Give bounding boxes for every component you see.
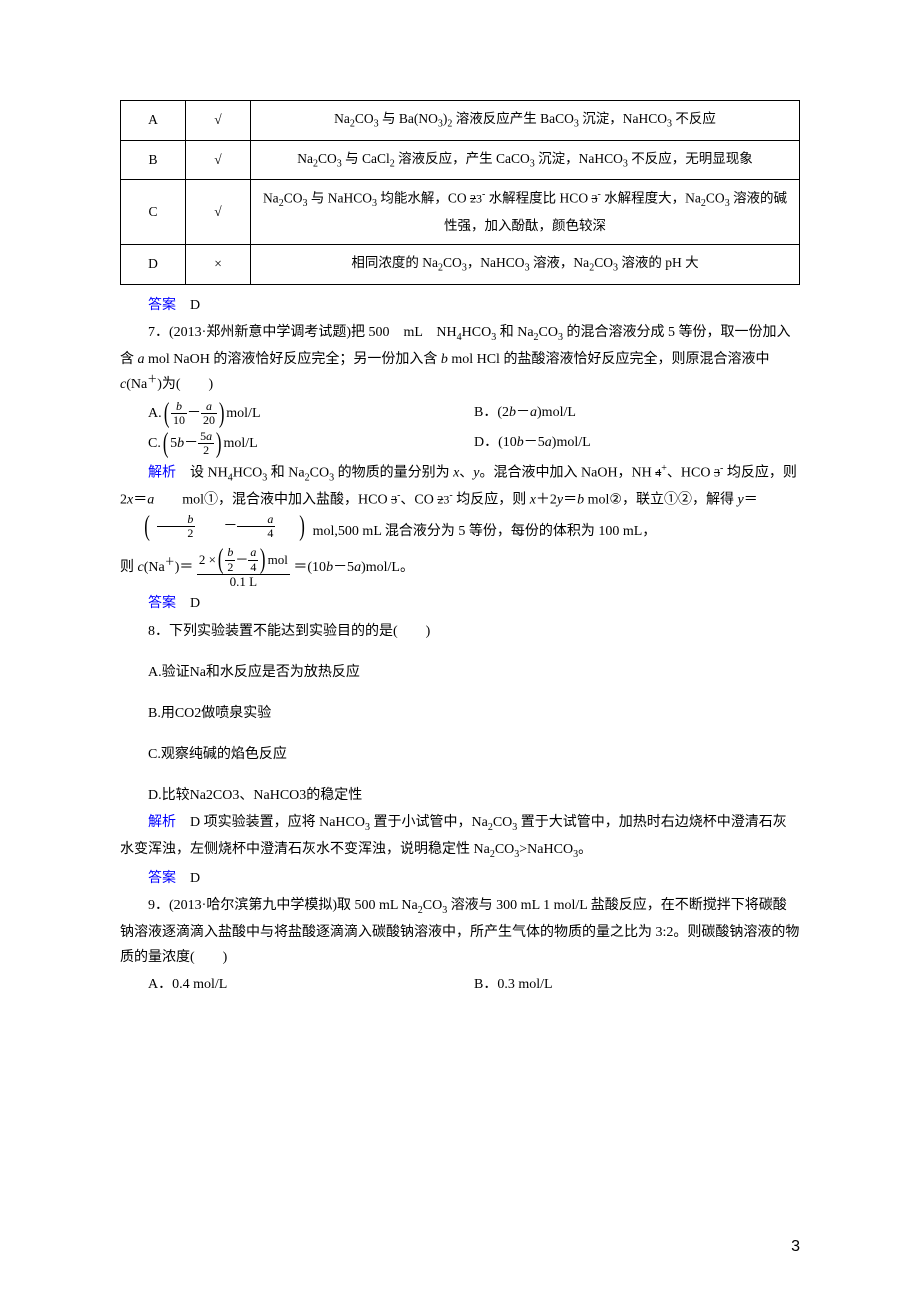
answer-value: D [190, 871, 200, 886]
q7-optD: D．(10b－5a)mol/L [474, 430, 800, 458]
page: A √ Na2CO3 与 Ba(NO3)2 溶液反应产生 BaCO3 沉淀，Na… [0, 0, 920, 1302]
answer-value: D [190, 596, 200, 611]
q7-stem: 7．(2013·郑州新意中学调考试题)把 500 mL NH4HCO3 和 Na… [120, 320, 800, 398]
q7-text: 7．(2013·郑州新意中学调考试题)把 500 mL NH4HCO3 和 Na… [120, 325, 790, 393]
q9-optA: A．0.4 mol/L [148, 972, 474, 997]
row-label: C [121, 180, 186, 244]
q8-stem: 8．下列实验装置不能达到实验目的的是( ) [120, 619, 800, 644]
row-mark: √ [186, 101, 251, 141]
q7-options-row2: C. (5b－5a2)mol/L D．(10b－5a)mol/L [148, 430, 800, 458]
answer-line: 答案 D [120, 293, 800, 318]
q9-stem: 9．(2013·哈尔滨第九中学模拟)取 500 mL Na2CO3 溶液与 30… [120, 893, 800, 970]
row-text: Na2CO3 与 NaHCO3 均能水解，CO 23- 水解程度比 HCO 3-… [251, 180, 800, 244]
answer-line: 答案 D [120, 866, 800, 891]
right-paren-icon: ) [283, 513, 305, 541]
answer-line: 答案 D [120, 591, 800, 616]
q7-optC: C. (5b－5a2)mol/L [148, 430, 474, 458]
row-mark: √ [186, 180, 251, 244]
q8-optD: D.比较Na2CO3、NaHCO3的稳定性 [120, 783, 800, 808]
q8-explanation: 解析 D 项实验装置，应将 NaHCO3 置于小试管中，Na2CO3 置于大试管… [120, 810, 800, 864]
left-paren-icon: ( [127, 513, 149, 541]
row-label: A [121, 101, 186, 141]
row-label: D [121, 244, 186, 284]
explanation-label: 解析 [148, 815, 176, 830]
q7-explanation: 解析 设 NH4HCO3 和 Na2CO3 的物质的量分别为 x、y。混合液中加… [120, 460, 800, 544]
table-row: D × 相同浓度的 Na2CO3，NaHCO3 溶液，Na2CO3 溶液的 pH… [121, 244, 800, 284]
answer-value: D [190, 298, 200, 313]
q8-optC: C.观察纯碱的焰色反应 [120, 742, 800, 767]
row-mark: √ [186, 140, 251, 180]
q7-options-row1: A. (b10－a20)mol/L B．(2b－a)mol/L [148, 400, 800, 428]
q8-optA: A.验证Na和水反应是否为放热反应 [120, 660, 800, 685]
big-fraction: 2 × (b2－a4)mol 0.1 L [197, 546, 290, 589]
row-text: Na2CO3 与 Ba(NO3)2 溶液反应产生 BaCO3 沉淀，NaHCO3… [251, 101, 800, 141]
q9-optB: B．0.3 mol/L [474, 972, 800, 997]
comparison-table: A √ Na2CO3 与 Ba(NO3)2 溶液反应产生 BaCO3 沉淀，Na… [120, 100, 800, 285]
answer-label: 答案 [148, 298, 176, 313]
explanation-label: 解析 [148, 465, 176, 480]
table-row: C √ Na2CO3 与 NaHCO3 均能水解，CO 23- 水解程度比 HC… [121, 180, 800, 244]
row-label: B [121, 140, 186, 180]
q9-options: A．0.4 mol/L B．0.3 mol/L [148, 972, 800, 997]
q7-optA: A. (b10－a20)mol/L [148, 400, 474, 428]
page-number: 3 [791, 1233, 800, 1262]
row-mark: × [186, 244, 251, 284]
row-text: 相同浓度的 Na2CO3，NaHCO3 溶液，Na2CO3 溶液的 pH 大 [251, 244, 800, 284]
row-text: Na2CO3 与 CaCl2 溶液反应，产生 CaCO3 沉淀，NaHCO3 不… [251, 140, 800, 180]
q7-explanation-line2: 则 c(Na＋)＝ 2 × (b2－a4)mol 0.1 L ＝(10b－5a)… [120, 546, 800, 589]
answer-label: 答案 [148, 871, 176, 886]
q8-optB: B.用CO2做喷泉实验 [120, 701, 800, 726]
table-row: B √ Na2CO3 与 CaCl2 溶液反应，产生 CaCO3 沉淀，NaHC… [121, 140, 800, 180]
q7-optB: B．(2b－a)mol/L [474, 400, 800, 428]
left-paren-icon: ( [163, 430, 169, 458]
right-paren-icon: ) [219, 400, 225, 428]
left-paren-icon: ( [163, 400, 169, 428]
right-paren-icon: ) [216, 430, 222, 458]
table-row: A √ Na2CO3 与 Ba(NO3)2 溶液反应产生 BaCO3 沉淀，Na… [121, 101, 800, 141]
answer-label: 答案 [148, 596, 176, 611]
